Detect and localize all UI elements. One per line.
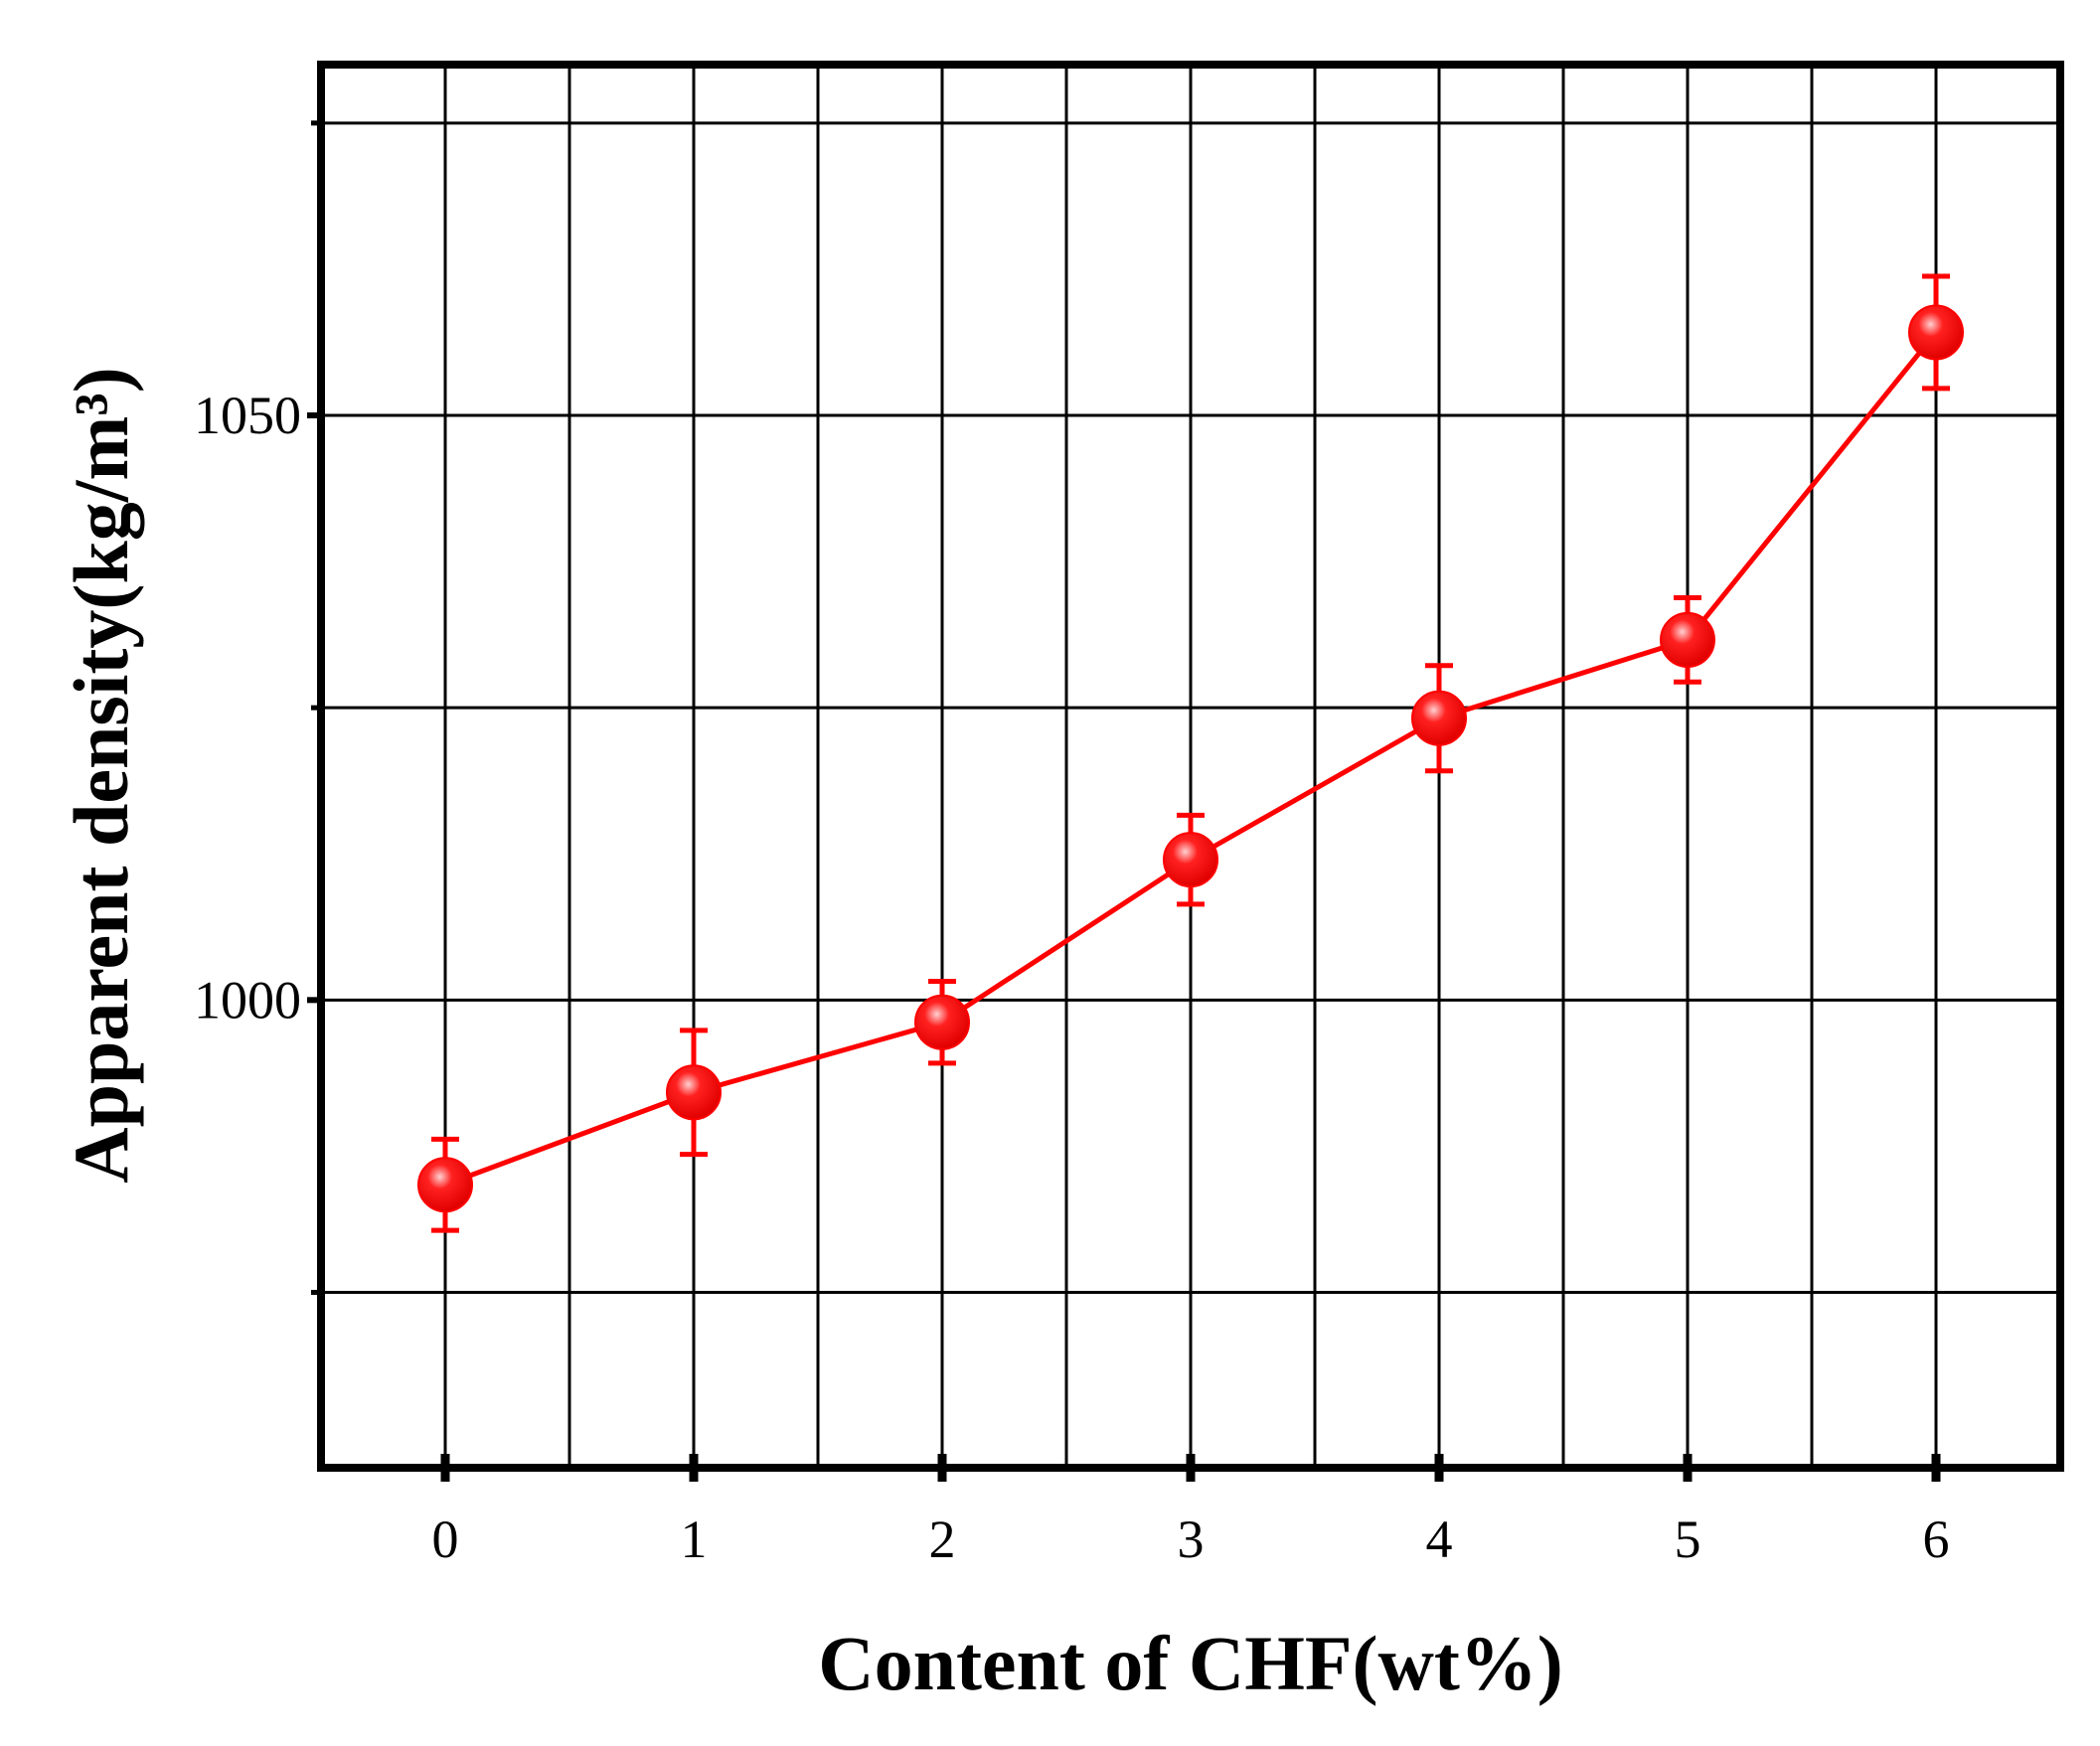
data-point bbox=[417, 1157, 473, 1213]
data-point bbox=[1411, 690, 1467, 746]
x-tick-label: 0 bbox=[432, 1509, 459, 1569]
y-axis-title: Apparent density(kg/m³) bbox=[58, 367, 144, 1184]
data-point bbox=[1908, 304, 1964, 361]
plot-frame bbox=[317, 61, 2064, 1472]
x-tick-label: 5 bbox=[1675, 1509, 1701, 1569]
y-tick-label: 1000 bbox=[194, 970, 301, 1030]
data-point bbox=[666, 1064, 722, 1121]
x-tick-label: 6 bbox=[1923, 1509, 1950, 1569]
data-point bbox=[1660, 611, 1715, 668]
y-tick-label: 1050 bbox=[194, 386, 301, 445]
data-point bbox=[914, 994, 970, 1050]
x-tick-label: 2 bbox=[929, 1509, 956, 1569]
x-axis-title: Content of CHF(wt%) bbox=[818, 1620, 1563, 1706]
data-point bbox=[1163, 832, 1218, 888]
x-tick-label: 4 bbox=[1426, 1509, 1453, 1569]
x-tick-label: 1 bbox=[681, 1509, 708, 1569]
x-tick-label: 3 bbox=[1178, 1509, 1205, 1569]
